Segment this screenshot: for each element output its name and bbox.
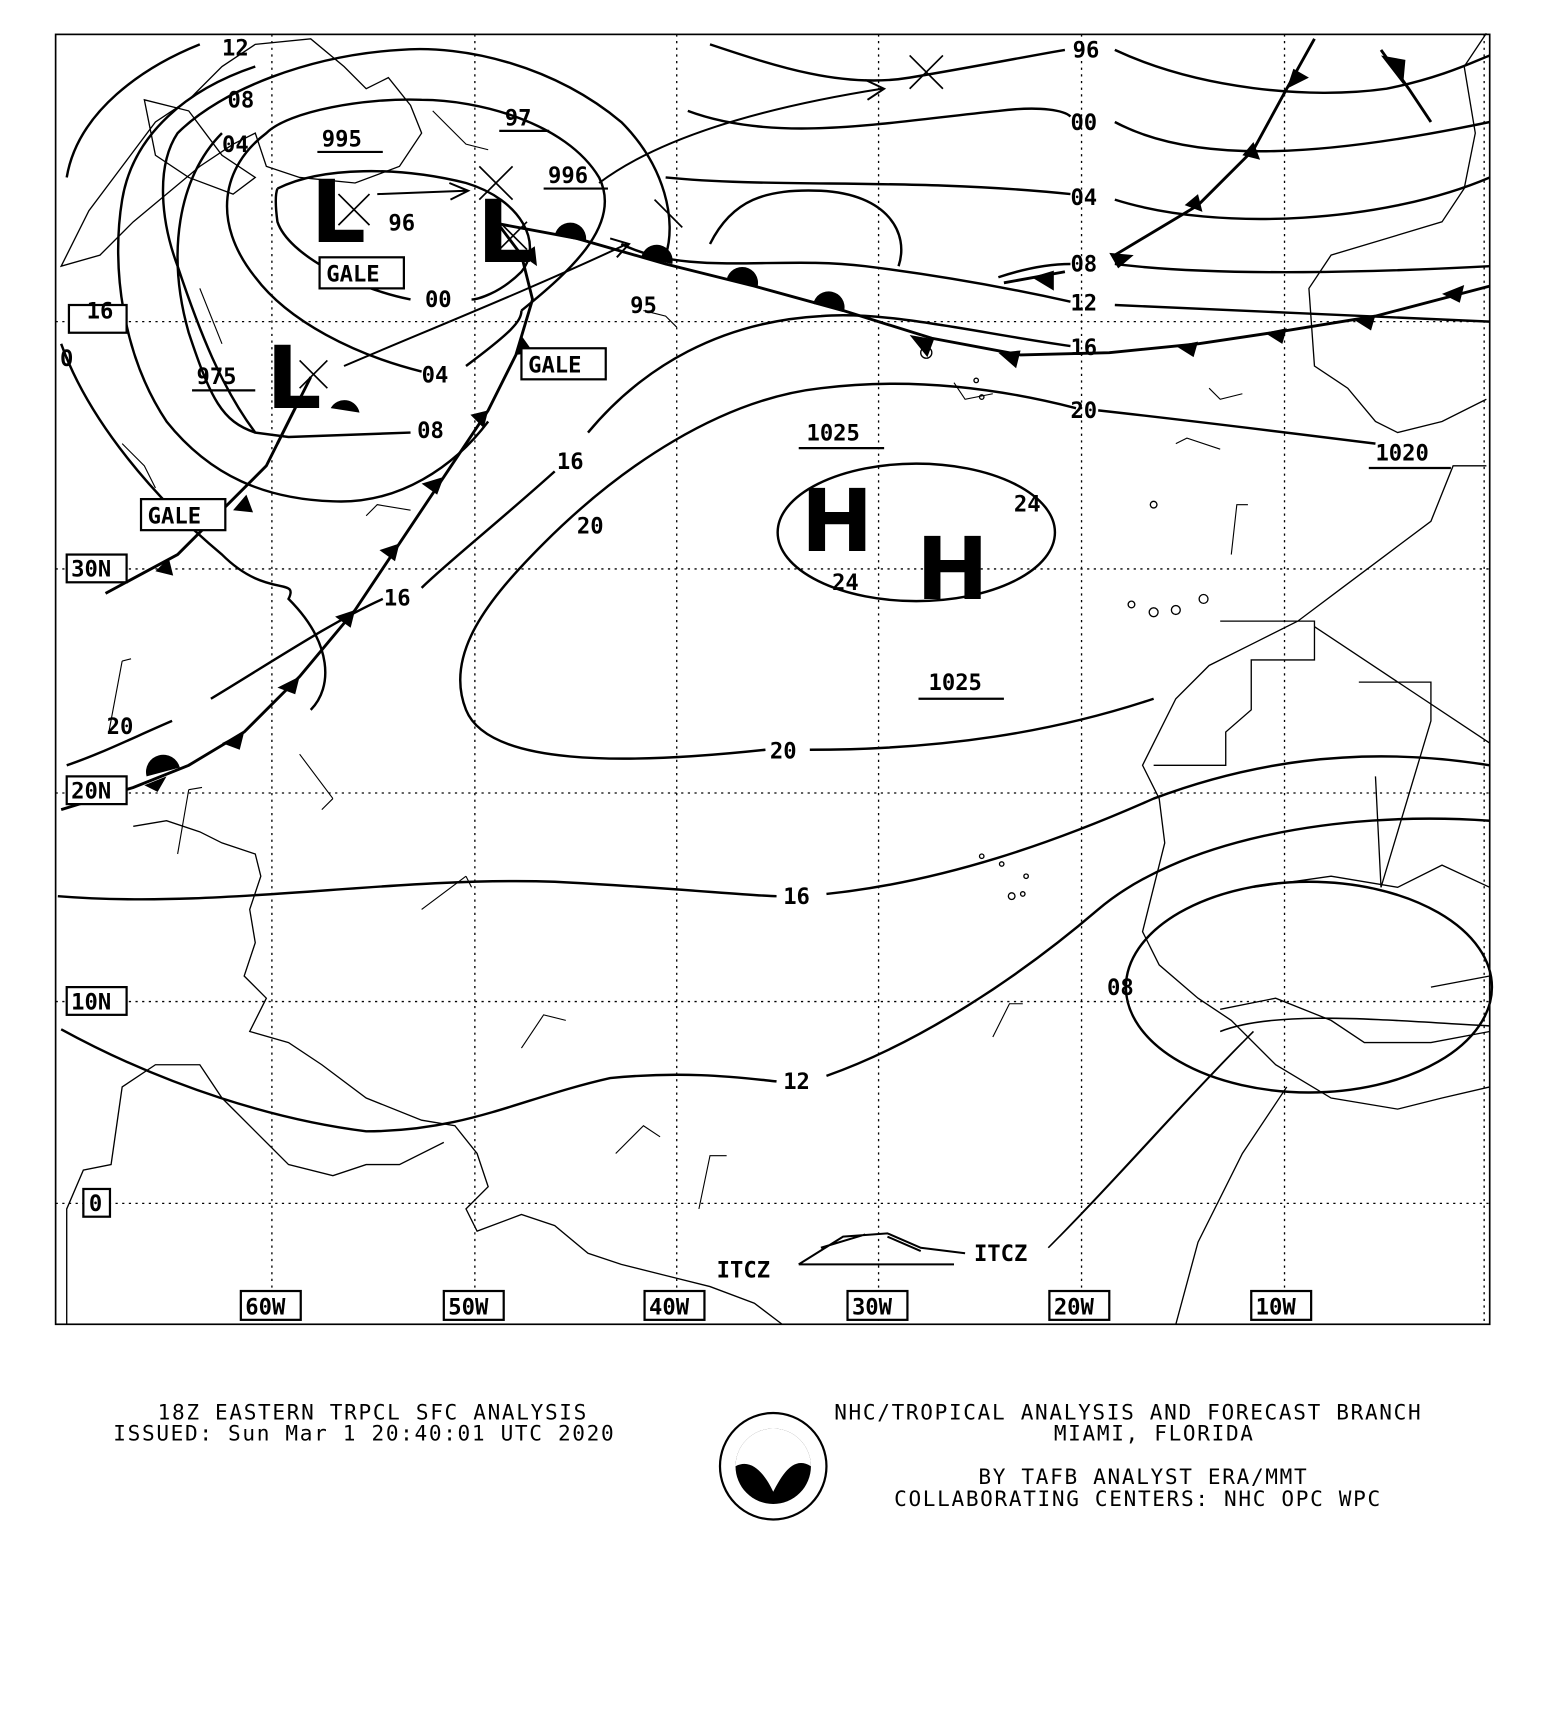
noaa-logo: NOAA [718,1411,828,1521]
islands [920,346,1209,901]
lon-label: 20W [1054,1294,1095,1320]
isobar-label: 04 [1070,185,1097,211]
lat-label: 10N [71,989,111,1015]
isobar-label: 00 [1070,110,1097,136]
lat-label: 20N [71,779,111,805]
itcz-labels: ITCZ ITCZ [717,1241,1028,1284]
lon-label: 30W [852,1294,893,1320]
low-center: L [266,329,321,429]
pressure-label: 975 [196,364,236,390]
map-frame [54,33,1491,1326]
pressure-label: 1025 [806,420,859,446]
edge-label: 0 [60,346,73,372]
pressure-centers: L L L H H [266,54,989,620]
isobar-label: 96 [388,211,415,237]
lat-labels: 30N 20N 10N 0 16 0 [60,298,128,1218]
isobar-label: 08 [417,418,444,444]
lat-lon-grid [55,34,1490,1325]
isobar-label: 12 [1070,291,1097,317]
isobar-label: 12 [783,1069,810,1095]
isobar-label: 16 [384,586,411,612]
isobar-label: 12 [222,35,249,61]
isobar-label: 16 [1070,335,1097,361]
lat-label: 30N [71,557,111,583]
low-center: L [477,183,532,283]
lon-labels: 60W 50W 40W 30W 20W 10W [239,1289,1313,1321]
isobar-label: 00 [425,287,452,313]
isobar-label: 20 [1070,398,1097,424]
logo-text: NOAA [754,1436,794,1450]
gale-warning: GALE [326,262,379,288]
pressure-labels: 995 97 996 975 1025 1025 1020 [192,105,1451,700]
isobar-label: 20 [107,714,134,740]
itcz-label: ITCZ [974,1241,1027,1267]
product-title: 18Z EASTERN TRPCL SFC ANALYSIS [158,1400,588,1425]
high-center: H [801,472,873,572]
isobar-label: 04 [222,132,249,158]
gale-warnings: GALE GALE GALE [139,256,607,532]
office-location: MIAMI, FLORIDA [1054,1421,1255,1446]
isobar-label: 08 [228,88,255,114]
isobar-labels: 12 08 04 96 00 04 08 95 16 20 16 20 24 2… [107,35,1134,1095]
high-center: H [916,520,988,620]
isobar-label: 95 [630,293,657,319]
isobar-label: 16 [557,449,584,475]
pressure-label: 97 [505,105,532,131]
office-name: NHC/TROPICAL ANALYSIS AND FORECAST BRANC… [834,1400,1422,1425]
lon-label: 50W [448,1294,489,1320]
lon-label: 10W [1256,1294,1297,1320]
isobar-label: 16 [783,884,810,910]
isobar-label: 20 [770,739,797,765]
isobar-label: 08 [1107,975,1134,1001]
isobar-label: 24 [832,570,859,596]
isobar-label: 04 [422,363,449,389]
isobar-label: 96 [1073,38,1100,64]
collaborating-centers: COLLABORATING CENTERS: NHC OPC WPC [894,1486,1382,1511]
lon-label: 60W [245,1294,286,1320]
issued-time: ISSUED: Sun Mar 1 20:40:01 UTC 2020 [113,1421,615,1446]
pressure-label: 1025 [928,670,981,696]
edge-label: 16 [87,298,114,324]
itcz-label: ITCZ [717,1258,770,1284]
pressure-label: 995 [322,126,362,152]
isobars [57,43,1494,1133]
lon-label: 40W [649,1294,690,1320]
pressure-label: 996 [548,163,588,189]
footer: 18Z EASTERN TRPCL SFC ANALYSIS ISSUED: S… [113,1400,1422,1521]
isobar-label: 24 [1014,491,1041,517]
gale-warning: GALE [148,504,201,530]
coastlines [59,32,1491,1325]
gale-warning: GALE [528,353,581,379]
lat-label: 0 [89,1191,102,1217]
isobar-label: 08 [1070,252,1097,278]
motion-arrows [343,78,1490,1266]
analyst: BY TAFB ANALYST ERA/MMT [978,1464,1308,1489]
isobar-label: 20 [577,513,604,539]
pressure-label: 1020 [1375,440,1428,466]
